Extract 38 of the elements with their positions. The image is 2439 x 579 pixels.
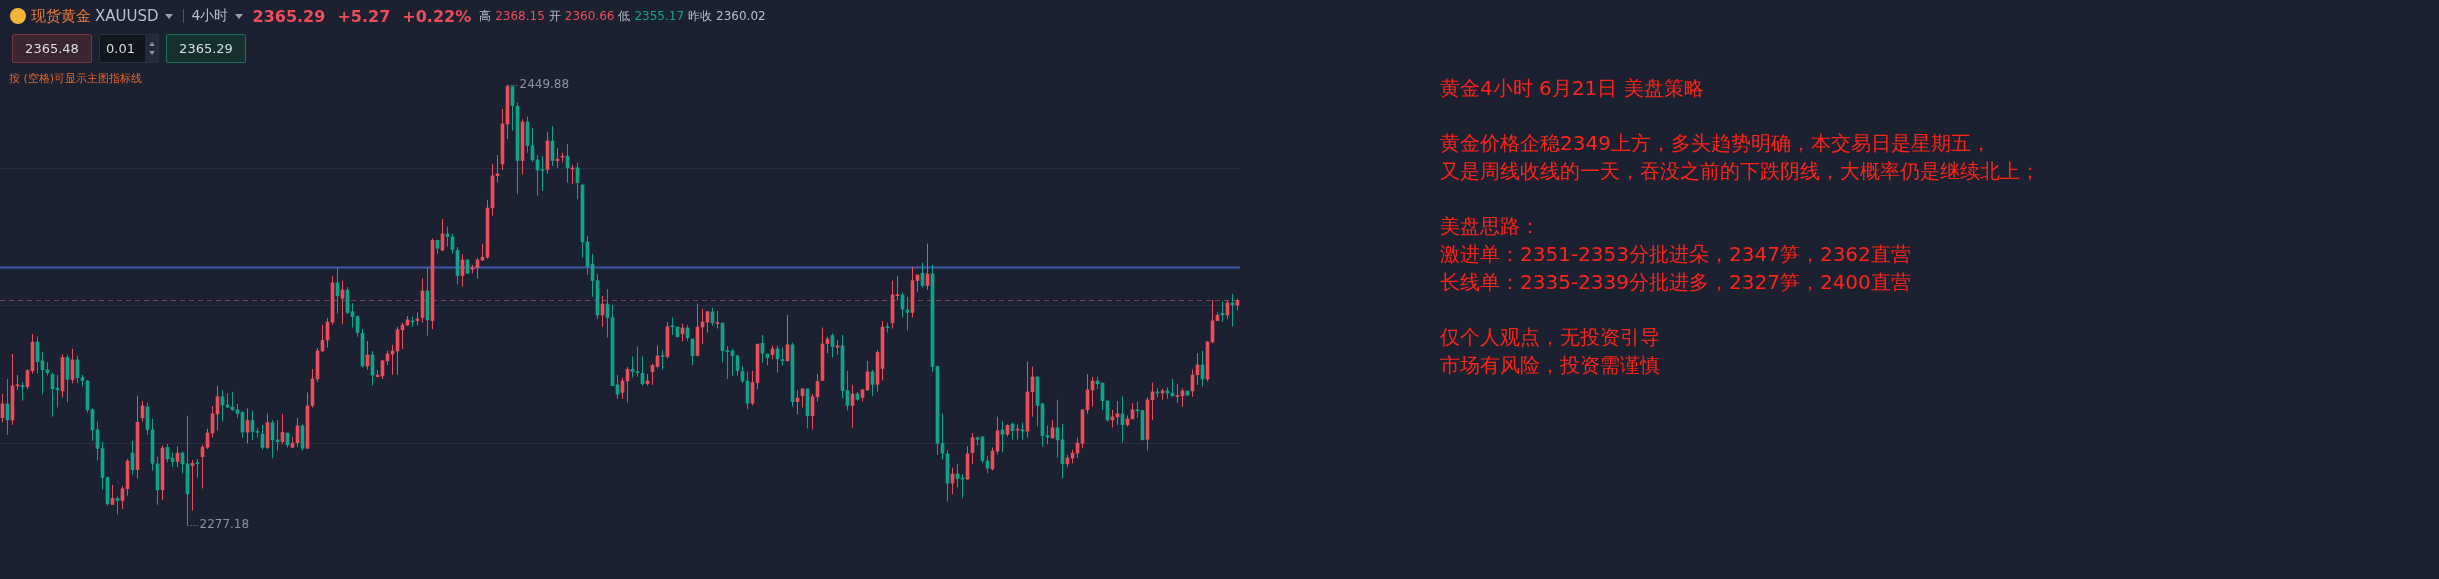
text: 市场有风险，投资需谨慎: [1440, 352, 1661, 379]
candlestick: [635, 346, 640, 378]
annotation: 按 (空格)可显示主图指标线: [9, 71, 143, 86]
text: 黄金4小时 6月21日 美盘策略: [1440, 75, 1705, 102]
text: 仅个人观点，无投资引导: [1440, 324, 1661, 351]
text: 2365.29: [179, 41, 233, 56]
candlestick: [1175, 383, 1180, 404]
text: 2360.02: [716, 9, 766, 23]
candlestick: [195, 458, 200, 479]
text: 昨收: [688, 7, 713, 25]
candlestick: [350, 302, 355, 328]
text: 黄金价格企稳2349上方，多头趋势明确，本交易日是星期五，: [1440, 130, 1992, 157]
candlestick: [660, 349, 665, 371]
text: 0.01: [106, 41, 135, 56]
text: 2355.17: [634, 9, 685, 23]
text: 2360.66: [564, 9, 615, 23]
text: 低: [618, 7, 631, 25]
candlestick: [20, 381, 25, 402]
candlestick: [540, 155, 545, 192]
text: 激进单：2351-2353分批进朵，2347笋，2362直营: [1440, 241, 1912, 268]
text: 高: [479, 7, 492, 25]
candlestick: [895, 275, 900, 301]
text: 现货黄金: [31, 6, 91, 26]
candlestick: [1045, 425, 1050, 445]
text: XAUUSD: [95, 7, 159, 25]
annotation: 2277.18: [199, 517, 250, 532]
text: 长线单：2335-2339分批进多，2327笋，2400直营: [1440, 269, 1912, 296]
text: 2365.48: [25, 41, 79, 56]
text: 美盘思路：: [1440, 213, 1541, 240]
text: 又是周线收线的一天，吞没之前的下跌阴线，大概率仍是继续北上；: [1440, 158, 2040, 185]
annotation: 2449.88: [519, 77, 570, 92]
text: +5.27: [337, 6, 391, 26]
candlestick: [725, 345, 730, 380]
text: 2365.29: [252, 6, 326, 26]
text: 2368.15: [495, 9, 545, 23]
text: +0.22%: [402, 6, 472, 26]
text: 4小时: [191, 7, 229, 25]
text: 开: [548, 7, 561, 25]
